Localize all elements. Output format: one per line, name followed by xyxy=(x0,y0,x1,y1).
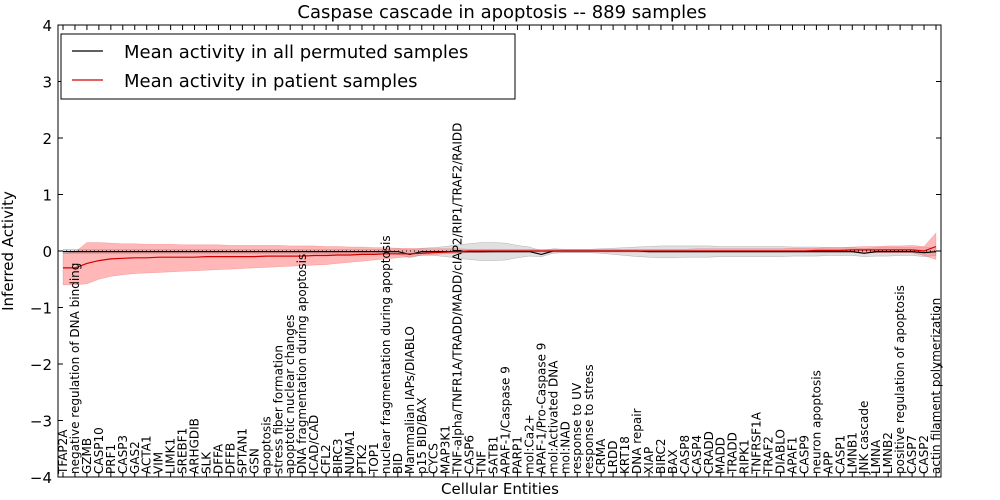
x-tick-label: APAF-1/Caspase 9 xyxy=(498,366,512,474)
x-tick-label: DNA fragmentation during apoptosis xyxy=(295,254,309,474)
x-axis-label: Cellular Entities xyxy=(441,480,559,498)
x-tick-label: PARP1 xyxy=(510,436,524,474)
x-tick-label: actin filament polymerization xyxy=(929,298,943,474)
x-tick-label: apoptotic nuclear changes xyxy=(283,315,297,474)
x-tick-label: p15 BID/BAX xyxy=(415,398,429,474)
x-tick-label: positive regulation of apoptosis xyxy=(893,285,907,474)
x-tick-label: PTK2 xyxy=(355,444,369,474)
y-tick-label: 3 xyxy=(42,74,52,92)
x-tick-label: GZMB xyxy=(80,438,94,474)
x-tick-label: BIRC3 xyxy=(331,438,345,474)
x-tick-label: TNF-alpha/TNFR1A/TRADD/MADD/cIAP2/RIP1/T… xyxy=(451,123,465,475)
legend-label-permuted: Mean activity in all permuted samples xyxy=(124,42,468,63)
x-tick-label: CASP6 xyxy=(463,435,477,474)
x-tick-label: PRF1 xyxy=(104,444,118,474)
x-tick-label: DNA repair xyxy=(630,408,644,474)
x-tick-label: APP xyxy=(821,451,835,474)
x-tick-label: ICAD/CAD xyxy=(307,415,321,474)
x-tick-label: APAF1 xyxy=(785,437,799,474)
x-tick-label: CRMA xyxy=(594,438,608,474)
y-tick-label: 0 xyxy=(42,243,52,261)
confidence-bands xyxy=(62,232,937,286)
chart-title: Caspase cascade in apoptosis -- 889 samp… xyxy=(297,2,706,23)
x-tick-label: CASP9 xyxy=(797,435,811,474)
x-tick-label: CASP2 xyxy=(917,435,931,474)
x-tick-label: BID xyxy=(391,453,405,474)
x-tick-label: LRDD xyxy=(606,440,620,474)
x-tick-label: nuclear fragmentation during apoptosis xyxy=(379,235,393,474)
y-axis-label: Inferred Activity xyxy=(0,191,17,311)
x-tick-label: CASP4 xyxy=(690,435,704,474)
x-tick-label: RIPK1 xyxy=(738,439,752,474)
x-tick-label: MAP3K1 xyxy=(439,425,453,474)
x-tick-label: ARHGDIB xyxy=(188,418,202,474)
x-tick-label: response to UV xyxy=(570,382,584,474)
x-tick-label: JNK cascade xyxy=(857,401,871,475)
x-tick-label: DIABLO xyxy=(774,429,788,474)
x-tick-label: mol:Activated DNA xyxy=(546,360,560,474)
x-tick-label: CASP10 xyxy=(92,427,106,474)
y-tick-label: 1 xyxy=(42,187,52,205)
x-tick-label: ACTA1 xyxy=(140,435,154,474)
legend-label-patient: Mean activity in patient samples xyxy=(124,71,418,92)
x-tick-label: TNFRSF1A xyxy=(750,411,764,475)
x-tick-label: MADD xyxy=(714,437,728,474)
x-tick-label: apoptosis xyxy=(259,416,273,474)
x-tick-label: NUMA1 xyxy=(343,430,357,474)
x-tick-label: mol:NAD xyxy=(558,421,572,474)
x-tick-label: GAS2 xyxy=(128,441,142,474)
x-tick-label: BIRC2 xyxy=(654,438,668,474)
x-tick-label: TRADD xyxy=(726,432,740,475)
x-tick-label: CASP7 xyxy=(905,435,919,474)
x-tick-label: DFFB xyxy=(223,443,237,474)
x-tick-label: TOP1 xyxy=(367,442,381,475)
x-tick-label: LMNB1 xyxy=(845,432,859,474)
y-tick-label: −2 xyxy=(30,356,52,374)
x-tick-label: response to stress xyxy=(582,364,596,474)
x-tick-label: VIM xyxy=(152,452,166,474)
x-tick-label: LIMK1 xyxy=(164,438,178,474)
legend: Mean activity in all permuted samples Mea… xyxy=(60,33,516,100)
series-lines xyxy=(58,245,941,269)
x-tick-label: Mammalian IAPs/DIABLO xyxy=(403,326,417,474)
x-tick-label: mol:Ca2+ xyxy=(522,414,536,474)
x-tick-label: GSN xyxy=(247,448,261,474)
y-tick-label: 4 xyxy=(42,17,52,35)
x-tick-label: SATB1 xyxy=(487,436,501,474)
x-tick-label: negative regulation of DNA binding xyxy=(68,263,82,474)
x-tick-label: neuron apoptosis xyxy=(809,370,823,474)
x-tick-label: SLK xyxy=(200,451,214,474)
x-tick-label: APAF-1/Pro-Caspase 9 xyxy=(534,343,548,474)
y-tick-label: 2 xyxy=(42,130,52,148)
x-tick-label: CASP3 xyxy=(116,435,130,474)
x-tick-label: BAX xyxy=(666,449,680,474)
x-tick-label: KRT18 xyxy=(618,436,632,474)
x-tick-label: CASP8 xyxy=(678,435,692,474)
x-tick-label: TNF xyxy=(475,451,489,475)
x-tick-label: DFFA xyxy=(211,443,225,474)
x-tick-label: TRAF2 xyxy=(762,436,776,475)
y-tick-label: −3 xyxy=(30,413,52,431)
y-axis-ticks: −4 −3 −2 −1 0 1 2 3 4 xyxy=(30,17,941,487)
x-tick-label: SPTAN1 xyxy=(235,428,249,474)
x-tick-label: stress fiber formation xyxy=(271,345,285,474)
y-tick-label: −4 xyxy=(30,469,52,487)
x-tick-label: XIAP xyxy=(642,447,656,474)
y-tick-label: −1 xyxy=(30,300,52,318)
x-tick-label: LMNB2 xyxy=(881,432,895,474)
x-tick-label: CYCS xyxy=(427,443,441,474)
x-tick-label: LMNA xyxy=(869,439,883,474)
series-line-patient xyxy=(63,245,937,269)
x-tick-label: CASP1 xyxy=(833,435,847,474)
x-tick-label: CRADD xyxy=(702,431,716,474)
x-tick-label: SREBF1 xyxy=(176,428,190,474)
x-tick-label: CFL2 xyxy=(319,444,333,474)
x-tick-label: TFAP2A xyxy=(56,429,70,475)
legend-box xyxy=(60,33,516,100)
band-patient xyxy=(62,232,937,286)
